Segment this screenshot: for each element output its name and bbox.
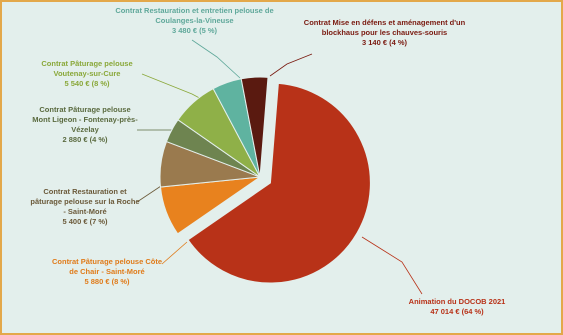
pie-slice [240, 76, 269, 178]
label-value: 5 540 € (8 %) [64, 79, 110, 88]
leaders [136, 39, 423, 295]
label-value: 3 140 € (4 %) [361, 38, 408, 47]
leader-line [269, 53, 313, 77]
label-value: 47 014 € (64 %) [430, 307, 484, 316]
slice-label: Contrat Restauration et pâturage pelouse… [30, 187, 140, 227]
leader-line [191, 39, 241, 79]
label-value: 5 400 € (7 %) [62, 217, 108, 226]
slice-label: Contrat Pâturage pelouse Voutenay-sur-Cu… [32, 59, 142, 89]
label-name: Contrat Pâturage pelouse Mont Ligeon - F… [32, 105, 138, 134]
label-name: Contrat Pâturage pelouse Côte de Chair -… [51, 257, 163, 276]
label-name: Contrat Restauration et entretien pelous… [115, 6, 274, 25]
slice-label: Contrat Pâturage pelouse Mont Ligeon - F… [30, 105, 140, 145]
leader-line [361, 236, 423, 295]
slice-label: Animation du DOCOB 2021 47 014 € (64 %) [397, 297, 517, 317]
label-value: 3 480 € (5 %) [171, 26, 218, 35]
label-name: Contrat Pâturage pelouse Voutenay-sur-Cu… [41, 59, 133, 78]
label-name: Contrat Mise en défens et aménagement d'… [303, 18, 466, 37]
label-name: Contrat Restauration et pâturage pelouse… [30, 187, 140, 216]
leader-line [141, 73, 208, 103]
slice-label: Contrat Pâturage pelouse Côte de Chair -… [47, 257, 167, 287]
pie-slice [187, 82, 371, 284]
label-value: 5 880 € (8 %) [84, 277, 130, 286]
label-name: Animation du DOCOB 2021 [408, 297, 506, 306]
slice-label: Contrat Restauration et entretien pelous… [107, 6, 282, 36]
leader-line [161, 241, 188, 265]
label-value: 2 880 € (4 %) [62, 135, 108, 144]
slice-label: Contrat Mise en défens et aménagement d'… [287, 18, 482, 48]
